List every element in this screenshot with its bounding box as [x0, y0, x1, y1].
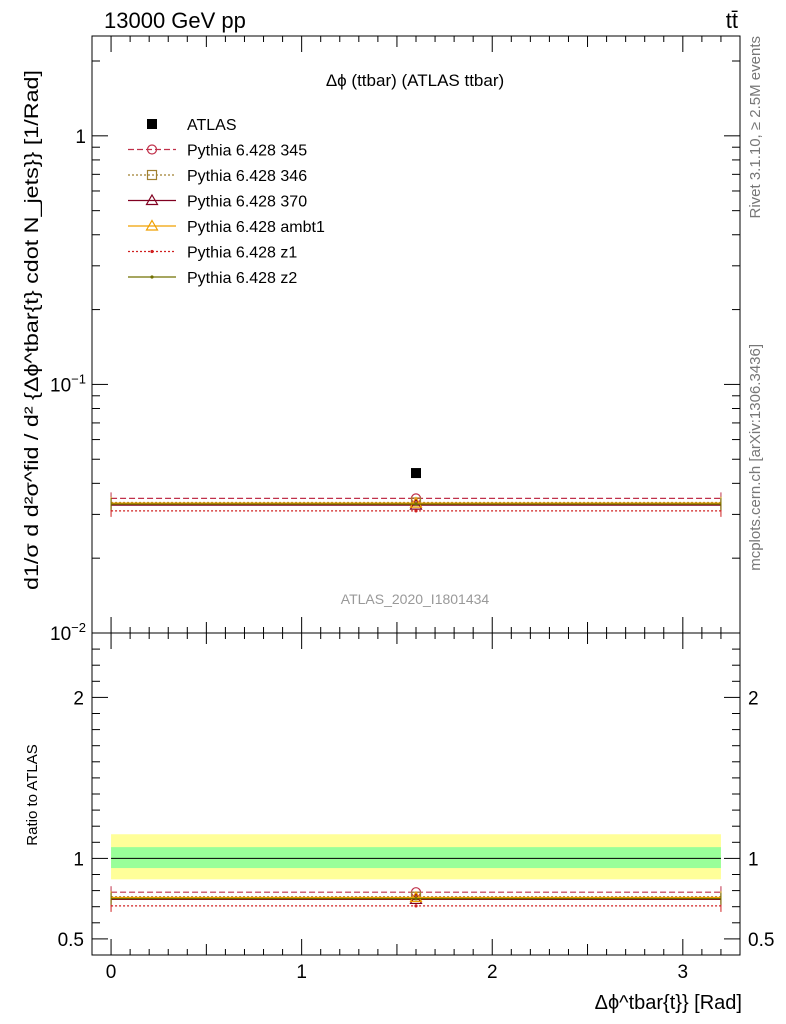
data-point	[414, 502, 418, 506]
ratio-point	[409, 890, 423, 903]
ratio-x-tick-label: 0	[106, 962, 117, 983]
legend-marker	[145, 219, 159, 231]
ratio-x-tick-label: 3	[678, 962, 689, 983]
ratio-y-tick-label: 0.5	[58, 930, 84, 951]
ratio-y-tick-label: 1	[748, 849, 759, 870]
main-y-axis-text: d1/σ d d²σ^fid / d² {Δϕ^tbar{t} cdot N_j…	[22, 70, 43, 590]
data-point	[409, 496, 423, 508]
legend-label: Pythia 6.428 z1	[187, 245, 297, 262]
legend-label: Pythia 6.428 ambt1	[187, 219, 325, 236]
y-tick-label: 10−2	[50, 620, 86, 645]
chart-title: Δϕ (ttbar) (ATLAS ttbar)	[326, 71, 504, 90]
legend-entry: Pythia 6.428 z1	[128, 245, 297, 262]
ratio-y-tick-label: 1	[73, 849, 84, 870]
band	[111, 847, 721, 869]
main-panel: Δϕ (ttbar) (ATLAS ttbar) ATLAS_2020_I180…	[22, 35, 741, 645]
legend-label: Pythia 6.428 z2	[187, 270, 297, 287]
ratio-point	[414, 897, 418, 901]
y-tick-label: 1	[75, 127, 86, 148]
main-axis-ticks: 10−2 10−1 1	[50, 36, 740, 645]
x-axis-text: Δϕ^tbar{t}} [Rad]	[595, 992, 742, 1014]
legend-marker	[150, 275, 154, 279]
ratio-panel: 0.5 0.5 1 1 2 2 0 1 2 3 Ratio to ATLAS Δϕ^tbar{t}…	[24, 632, 774, 1014]
legend-marker	[145, 193, 159, 206]
ratio-uncertainty-bands	[111, 834, 721, 880]
series-pythia-6-428-z2	[110, 498, 722, 511]
legend-entry: Pythia 6.428 345	[128, 143, 307, 160]
legend-entry: Pythia 6.428 z2	[128, 270, 297, 287]
rivet-version-label: Rivet 3.1.10, ≥ 2.5M events	[747, 36, 764, 219]
data-point	[411, 468, 421, 479]
y-tick-label: 10−1	[50, 371, 86, 396]
series-atlas	[411, 468, 421, 479]
legend-marker	[147, 119, 157, 129]
legend-entry: ATLAS	[147, 117, 237, 134]
ratio-x-tick-label: 1	[296, 962, 307, 983]
mcplots-label: mcplots.cern.ch [arXiv:1306.3436]	[747, 344, 764, 571]
header-collision: 13000 GeV pp	[104, 8, 246, 33]
ratio-axis-ticks: 0.5 0.5 1 1 2 2 0 1 2 3	[58, 633, 774, 983]
legend-entry: Pythia 6.428 ambt1	[128, 219, 325, 236]
ratio-y-axis-label: Ratio to ATLAS	[24, 744, 41, 845]
legend-label: Pythia 6.428 346	[187, 168, 307, 185]
main-series-layer	[110, 468, 722, 517]
legend-label: Pythia 6.428 370	[187, 194, 307, 211]
ratio-y-tick-label: 2	[73, 688, 84, 709]
legend-marker	[150, 249, 154, 254]
ratio-point	[414, 904, 418, 908]
legend-label: ATLAS	[187, 117, 237, 134]
x-axis-label: Δϕ^tbar{t}} [Rad]	[595, 992, 742, 1014]
legend: ATLAS Pythia 6.428 345 Pythia 6.428 346 Pyt…	[128, 117, 325, 287]
ratio-x-tick-label: 2	[487, 962, 498, 983]
legend-marker	[146, 144, 158, 155]
ratio-series-pythia-6-428-z2	[110, 892, 722, 905]
legend-entry: Pythia 6.428 346	[128, 168, 307, 185]
ratio-frame	[91, 632, 741, 956]
ratio-y-tick-label: 2	[748, 688, 759, 709]
legend-marker	[146, 169, 158, 181]
header-process: tt̄	[726, 8, 738, 33]
analysis-watermark: ATLAS_2020_I1801434	[341, 591, 490, 607]
ratio-series-layer	[110, 886, 722, 912]
main-y-axis-label: d1/σ d d²σ^fid / d² {Δϕ^tbar{t} cdot N_j…	[22, 70, 43, 590]
ratio-y-tick-label: 0.5	[748, 930, 774, 951]
legend-entry: Pythia 6.428 370	[128, 194, 307, 211]
legend-label: Pythia 6.428 345	[187, 143, 307, 160]
data-point	[414, 509, 418, 513]
